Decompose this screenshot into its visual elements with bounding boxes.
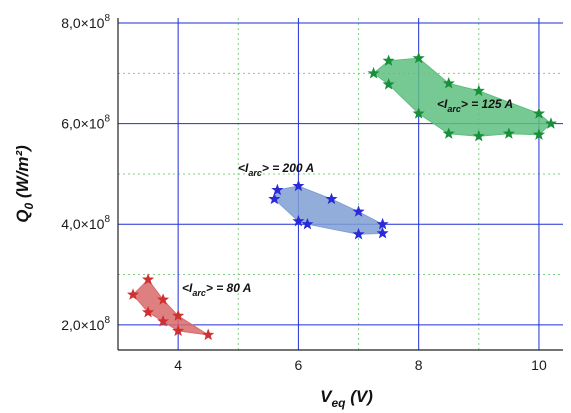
y-tick-label: 2,0×108 [61, 315, 110, 333]
data-point-star [532, 128, 546, 140]
data-point-star [325, 192, 338, 205]
x-tick-label: 10 [531, 357, 547, 373]
series-annotation-1: <Iarc> = 200 A [238, 161, 314, 178]
axes [117, 18, 563, 351]
data-point-star [202, 328, 215, 341]
data-point-star [172, 324, 185, 336]
data-point-star [502, 127, 515, 139]
data-point-star [412, 107, 425, 119]
x-tick-label: 6 [295, 357, 303, 373]
data-point-star [544, 117, 558, 129]
data-point-star [442, 127, 455, 139]
data-point-star [352, 227, 365, 240]
data-point-star [157, 314, 170, 327]
data-point-star [376, 217, 389, 230]
data-point-star [141, 305, 155, 318]
data-point-star [367, 66, 380, 79]
x-tick-label: 8 [415, 357, 423, 373]
data-point-star [292, 179, 305, 192]
data-point-star [352, 205, 365, 217]
data-point-star [141, 273, 155, 285]
data-point-star [157, 293, 170, 305]
data-point-star [268, 192, 281, 205]
data-point-star [301, 217, 314, 230]
data-point-star [412, 51, 425, 64]
grid [117, 18, 563, 350]
y-axis-title: Q0 (W/m²) [13, 145, 36, 223]
series-annotation-2: <Iarc> = 125 A [437, 97, 513, 114]
y-tick-label: 4,0×108 [61, 214, 110, 232]
data-point-star [382, 78, 395, 90]
y-tick-label: 8,0×108 [61, 13, 110, 31]
data-point-star [472, 84, 485, 97]
data-point-star [532, 107, 546, 119]
data-point-star [472, 129, 485, 142]
x-tick-label: 4 [174, 357, 182, 373]
data-point-star [382, 54, 395, 66]
data-point-star [292, 214, 305, 227]
x-axis-title: Veq (V) [320, 387, 373, 410]
data-point-star [442, 77, 455, 89]
data-point-star [376, 226, 389, 239]
data-point-star [271, 183, 284, 196]
data-points [126, 51, 558, 341]
series-annotation-0: <Iarc> = 80 A [182, 281, 251, 298]
data-point-star [126, 288, 140, 300]
labels: <Iarc> = 80 A <Iarc> = 200 A <Iarc> = 125 … [13, 13, 547, 410]
data-point-star [172, 309, 185, 321]
series-region-1 [273, 185, 384, 235]
y-tick-label: 6,0×108 [61, 114, 110, 132]
series-region-2 [372, 57, 552, 137]
